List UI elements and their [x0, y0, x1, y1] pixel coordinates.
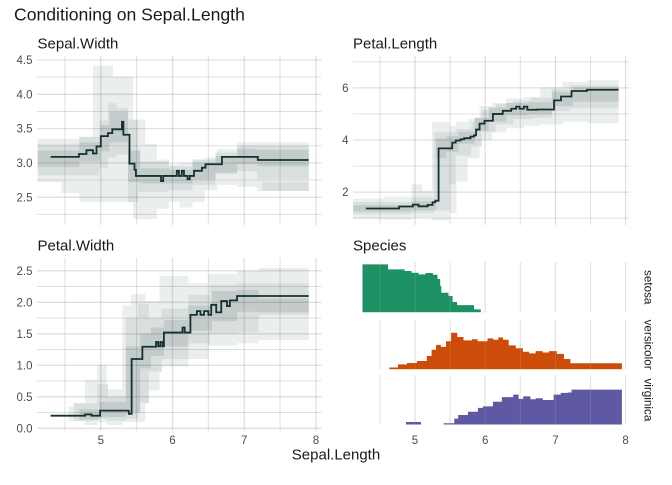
svg-text:8: 8 [622, 435, 628, 447]
svg-text:3.5: 3.5 [17, 124, 33, 136]
svg-text:Sepal.Length: Sepal.Length [292, 447, 380, 464]
svg-text:versicolor: versicolor [642, 320, 655, 370]
svg-text:5: 5 [412, 435, 418, 447]
svg-text:1.0: 1.0 [17, 360, 33, 372]
svg-text:4: 4 [342, 135, 349, 147]
svg-text:2: 2 [342, 187, 348, 199]
svg-text:Petal.Width: Petal.Width [38, 238, 115, 255]
svg-text:6: 6 [342, 83, 348, 95]
svg-text:Sepal.Width: Sepal.Width [38, 36, 119, 53]
svg-text:1.5: 1.5 [17, 329, 33, 341]
svg-text:2.5: 2.5 [17, 266, 33, 278]
svg-text:8: 8 [313, 435, 319, 447]
svg-text:6: 6 [482, 435, 488, 447]
svg-text:0.5: 0.5 [17, 392, 33, 404]
svg-text:Petal.Length: Petal.Length [353, 36, 437, 53]
svg-text:3.0: 3.0 [17, 158, 33, 170]
svg-text:Species: Species [353, 238, 406, 255]
svg-text:Conditioning on Sepal.Length: Conditioning on Sepal.Length [14, 5, 245, 25]
svg-text:7: 7 [552, 435, 558, 447]
svg-text:virginica: virginica [642, 378, 655, 421]
svg-text:setosa: setosa [642, 270, 655, 305]
svg-text:2.5: 2.5 [17, 192, 33, 204]
svg-text:4.0: 4.0 [17, 89, 33, 101]
svg-text:4.5: 4.5 [17, 55, 33, 67]
svg-text:6: 6 [169, 435, 175, 447]
svg-text:2.0: 2.0 [17, 297, 33, 309]
svg-text:0.0: 0.0 [17, 423, 33, 435]
svg-text:5: 5 [98, 435, 104, 447]
svg-text:7: 7 [241, 435, 247, 447]
